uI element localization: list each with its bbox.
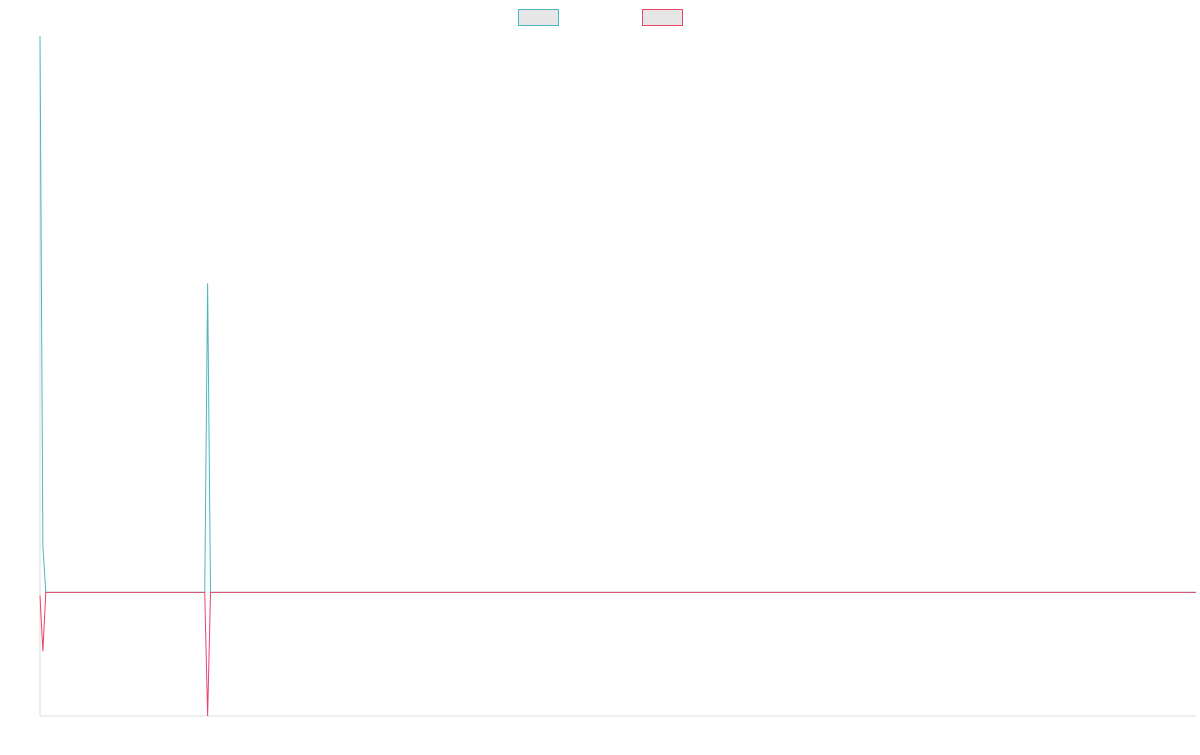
series-layer [39, 35, 1196, 717]
series-line-1 [39, 35, 1196, 593]
legend[interactable] [518, 9, 683, 26]
legend-swatch-1[interactable] [518, 9, 559, 26]
series-line-2 [39, 591, 1196, 717]
legend-swatch-2[interactable] [642, 9, 683, 26]
axes [39, 36, 1196, 717]
